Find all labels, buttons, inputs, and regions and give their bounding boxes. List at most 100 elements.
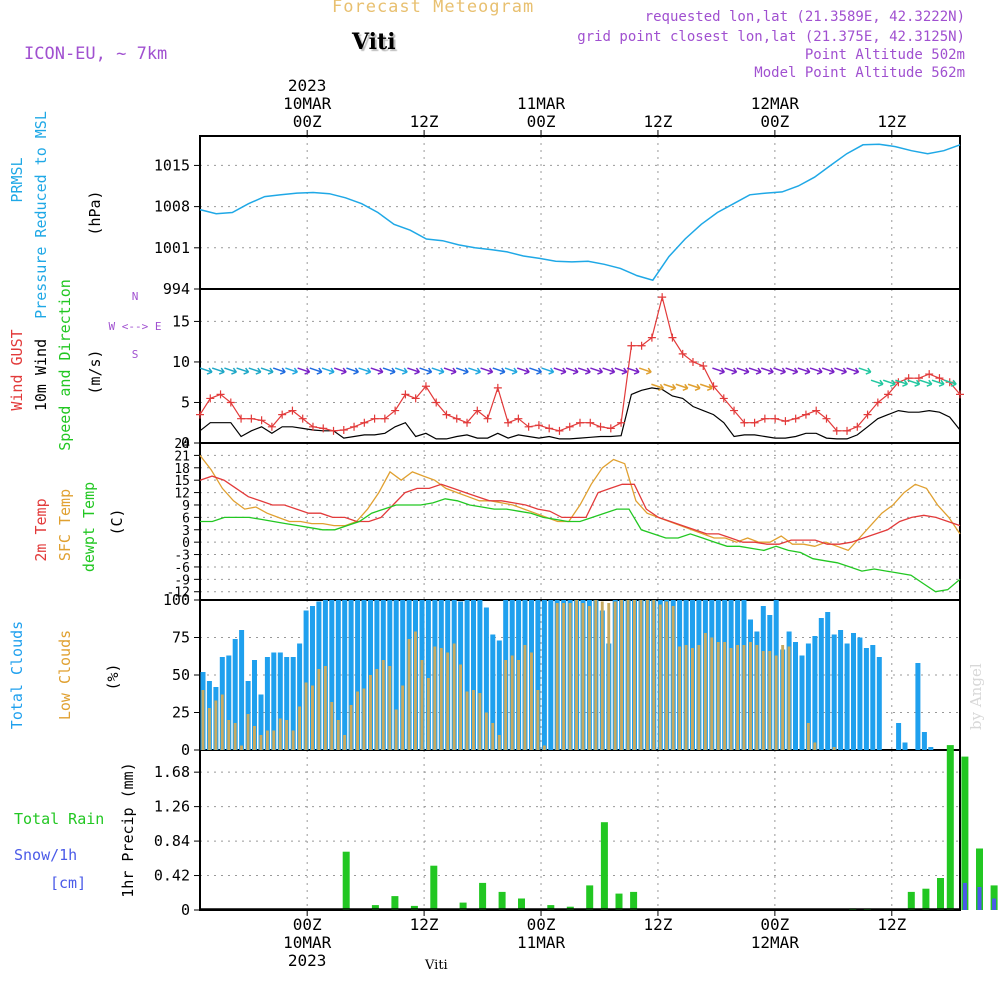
total-cloud-bar [870, 645, 876, 750]
y-tick-label: 0 [181, 741, 190, 759]
low-cloud-bar [439, 648, 443, 750]
wind-direction-arrow [821, 367, 835, 375]
wind-direction-arrow [236, 367, 250, 375]
low-cloud-bar [426, 678, 430, 750]
wind-direction-arrow [712, 367, 725, 375]
wind-direction-arrow [346, 367, 359, 375]
total-cloud-bar [477, 600, 483, 750]
model-altitude: Model Point Altitude 562m [754, 65, 965, 81]
low-cloud-bar [330, 702, 334, 750]
low-cloud-bar [214, 700, 218, 750]
low-cloud-bar [369, 675, 372, 750]
low-cloud-bar [517, 660, 520, 750]
point-altitude: Point Altitude 502m [804, 47, 965, 63]
rain-bar [430, 865, 438, 910]
low-cloud-bar [587, 606, 591, 750]
rain-bar [498, 891, 506, 910]
total-cloud-bar [297, 643, 303, 750]
low-cloud-bar [311, 685, 314, 750]
y-tick-label: 1008 [154, 198, 190, 216]
wind-direction-arrow [590, 367, 603, 375]
low-cloud-bar [774, 655, 778, 750]
low-cloud-bar [227, 720, 231, 750]
total-cloud-bar [264, 657, 270, 750]
snow-bar [962, 882, 967, 910]
total-cloud-bar [483, 607, 489, 750]
total-cloud-bar [812, 636, 818, 750]
rain-bar [391, 896, 399, 910]
low-cloud-bar [420, 660, 424, 750]
wind-direction-arrow [638, 367, 652, 375]
low-cloud-bar [356, 691, 359, 750]
wind-direction-arrow [297, 367, 311, 375]
low-cloud-bar [240, 745, 243, 750]
rain-bar [371, 905, 379, 910]
low-cloud-bar [504, 660, 508, 750]
snow-bar [992, 898, 997, 910]
low-cloud-bar [272, 730, 276, 750]
y-tick-label: -9 [174, 573, 190, 588]
low-cloud-bar [703, 633, 707, 750]
low-cloud-bar [768, 651, 772, 750]
low-cloud-bar [626, 600, 630, 750]
wind-direction-arrow [285, 367, 298, 375]
total-cloud-bar [335, 600, 341, 750]
rain-bar [459, 902, 467, 910]
year-label-top: 2023 [288, 76, 327, 95]
low-cloud-bar [716, 642, 720, 750]
wind-direction-arrow [504, 367, 518, 375]
wind-direction-arrow [870, 379, 884, 387]
low-cloud-bar [233, 723, 237, 750]
low-cloud-bar [478, 693, 482, 750]
wind-direction-arrow [614, 367, 628, 375]
wind-direction-arrow [626, 367, 640, 375]
y-tick-label: 0.42 [154, 867, 190, 885]
x-tick-label-bottom: 00Z [527, 915, 556, 934]
wind-direction-arrow [468, 367, 481, 375]
y-tick-label: 15 [172, 312, 190, 330]
wind-direction-arrow [516, 367, 530, 375]
rain-bar [615, 893, 623, 910]
axis-label-sfc-temp: SFC Temp [56, 489, 74, 561]
low-cloud-bar [414, 631, 417, 750]
y-tick-label: 1015 [154, 156, 190, 174]
panel-frame [199, 135, 961, 290]
rain-bar [907, 891, 915, 910]
low-cloud-bar [407, 639, 411, 750]
axis-label-snow: Snow/1h [14, 846, 77, 864]
axis-label-celsius: (C) [108, 508, 126, 535]
station-name: Viti [352, 29, 396, 55]
year-label-bottom: 2023 [288, 951, 327, 970]
rain-bar [937, 878, 944, 910]
axis-label-percent: (%) [104, 663, 122, 690]
low-cloud-bar [594, 600, 598, 750]
total-cloud-bar [271, 652, 277, 750]
axis-label-1hr-precip: 1hr Precip (mm) [119, 762, 137, 897]
y-tick-label: 6 [182, 511, 190, 526]
rain-bar [518, 898, 525, 910]
low-cloud-bar [581, 603, 585, 750]
wind-direction-arrow [943, 379, 957, 387]
wind-direction-arrow [480, 367, 494, 375]
total-cloud-bar [342, 600, 348, 750]
axis-label-total-rain: Total Rain [14, 810, 104, 828]
compass-we: W <--> E [109, 320, 162, 333]
y-tick-label: 5 [181, 393, 190, 411]
low-cloud-bar [832, 747, 836, 750]
wind-direction-arrow [260, 367, 274, 375]
wind-direction-arrow [858, 367, 872, 375]
low-cloud-bar [691, 648, 694, 750]
dewpt-temp-line [200, 498, 961, 593]
total-cloud-bar [393, 600, 399, 750]
low-cloud-bar [723, 642, 727, 750]
low-cloud-bar [381, 660, 385, 750]
watermark: by Angel [967, 663, 985, 730]
rain-bar [586, 885, 594, 910]
axis-label-2m-temp: 2m Temp [32, 498, 50, 561]
wind-direction-arrow [663, 383, 677, 391]
low-cloud-bar [323, 666, 327, 750]
requested-coords: requested lon,lat (21.3589E, 42.3222N) [644, 9, 965, 25]
total-cloud-bar [355, 600, 361, 750]
low-cloud-bar [375, 669, 379, 750]
wind-direction-arrow [834, 367, 847, 375]
